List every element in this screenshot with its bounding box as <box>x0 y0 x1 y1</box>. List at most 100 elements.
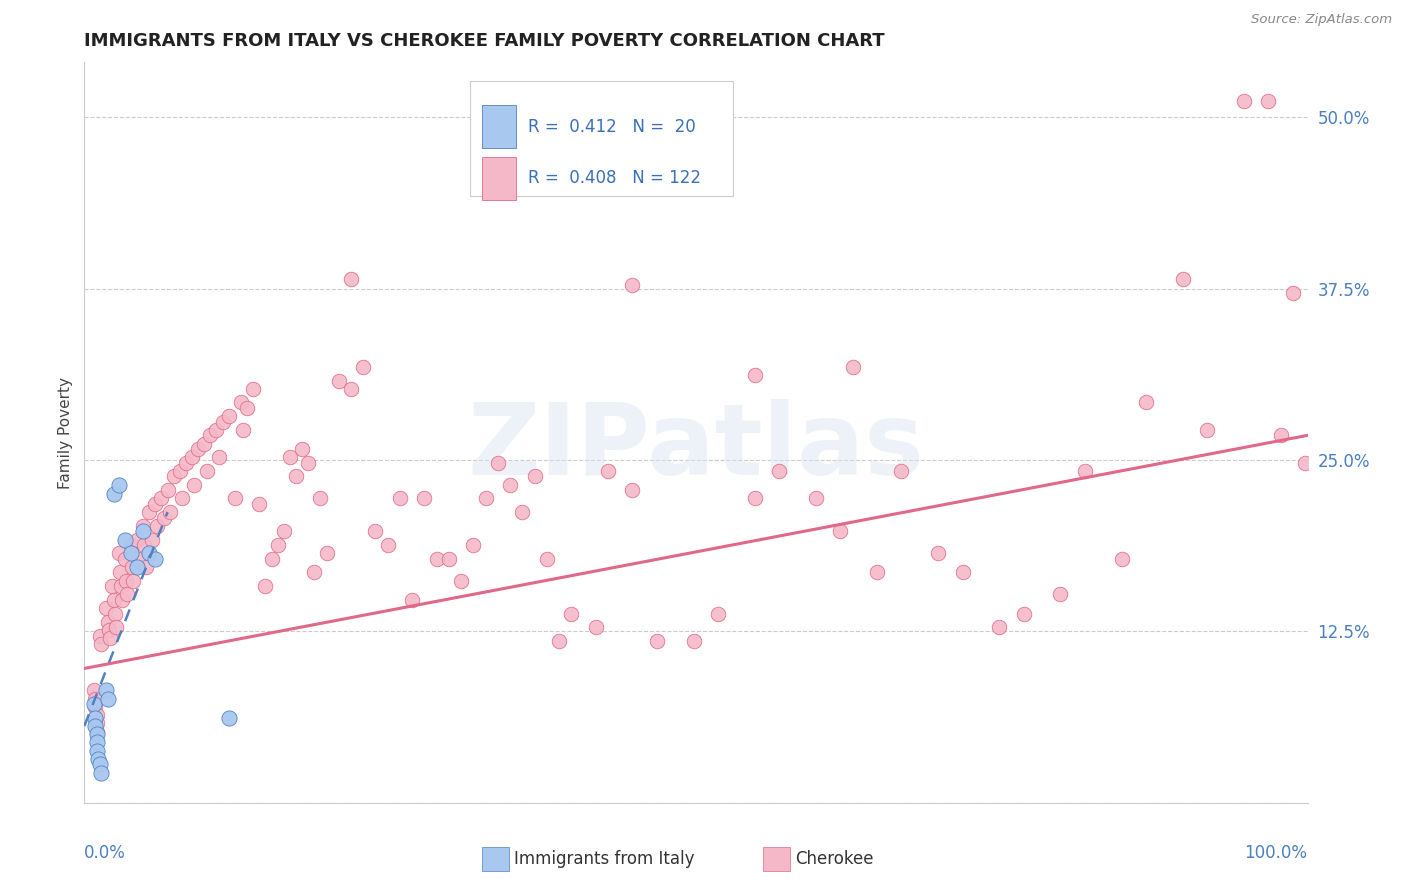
Point <box>364 524 387 539</box>
Point <box>242 382 264 396</box>
Point <box>132 519 155 533</box>
Point <box>744 368 766 382</box>
Text: Cherokee: Cherokee <box>794 850 873 868</box>
Text: ZIPatlas: ZIPatlas <box>468 399 924 496</box>
Point <box>988 620 1011 634</box>
Point <box>183 477 205 491</box>
Bar <box>470 81 733 195</box>
Point <box>86 744 108 758</box>
Point <box>205 423 228 437</box>
Point <box>247 497 270 511</box>
Bar <box>482 157 516 200</box>
Point <box>830 524 852 539</box>
Point <box>486 456 509 470</box>
Point <box>510 505 533 519</box>
Point <box>125 560 148 574</box>
Point <box>125 533 148 547</box>
Point <box>340 382 363 396</box>
Point <box>254 579 277 593</box>
Point <box>804 491 827 506</box>
Point <box>273 524 295 539</box>
Point <box>1074 464 1097 478</box>
Point <box>90 637 112 651</box>
Point <box>596 464 619 478</box>
Point <box>108 566 131 580</box>
Point <box>187 442 209 456</box>
Point <box>101 579 124 593</box>
Point <box>682 634 704 648</box>
Point <box>1282 285 1305 300</box>
Point <box>97 691 120 706</box>
Point <box>114 533 136 547</box>
Point <box>115 587 138 601</box>
Point <box>122 574 145 588</box>
Point <box>1257 94 1279 108</box>
Y-axis label: Family Poverty: Family Poverty <box>58 376 73 489</box>
Point <box>377 538 399 552</box>
Point <box>218 711 240 725</box>
Point <box>193 436 215 450</box>
Point <box>401 593 423 607</box>
Point <box>163 469 186 483</box>
Point <box>285 469 308 483</box>
Point <box>84 711 107 725</box>
Text: R =  0.408   N = 122: R = 0.408 N = 122 <box>529 169 702 187</box>
Point <box>297 456 319 470</box>
Point <box>134 538 156 552</box>
Point <box>169 464 191 478</box>
Point <box>744 491 766 506</box>
Text: 0.0%: 0.0% <box>84 844 127 862</box>
Point <box>866 566 889 580</box>
Point <box>86 724 108 739</box>
Point <box>172 491 194 506</box>
Point <box>707 607 730 621</box>
Text: Source: ZipAtlas.com: Source: ZipAtlas.com <box>1251 13 1392 27</box>
Point <box>328 374 350 388</box>
Point <box>841 359 863 374</box>
Point <box>115 574 138 588</box>
Point <box>952 566 974 580</box>
Point <box>97 615 120 629</box>
Point <box>135 560 157 574</box>
Point <box>98 632 121 646</box>
Point <box>200 428 222 442</box>
Point <box>121 560 143 574</box>
Point <box>145 519 167 533</box>
Point <box>450 574 472 588</box>
Point <box>105 620 128 634</box>
Point <box>181 450 204 465</box>
Point <box>89 757 111 772</box>
Point <box>224 491 246 506</box>
Point <box>143 497 166 511</box>
Point <box>103 593 125 607</box>
Point <box>890 464 912 478</box>
Point <box>110 579 132 593</box>
Point <box>159 505 181 519</box>
Point <box>621 277 644 292</box>
Point <box>260 551 283 566</box>
Point <box>87 752 110 766</box>
Point <box>236 401 259 415</box>
Point <box>103 487 125 501</box>
Point <box>229 395 252 409</box>
Point <box>426 551 449 566</box>
Point <box>927 546 949 560</box>
Point <box>120 538 142 552</box>
Point <box>120 546 142 560</box>
Point <box>138 505 160 519</box>
Point <box>340 272 363 286</box>
Point <box>86 727 108 741</box>
Point <box>278 450 301 465</box>
Point <box>83 697 105 711</box>
Point <box>211 415 233 429</box>
Point <box>89 628 111 642</box>
Point <box>352 359 374 374</box>
Point <box>107 477 129 491</box>
Point <box>141 533 163 547</box>
Bar <box>482 847 509 871</box>
Point <box>90 765 112 780</box>
Point <box>266 538 288 552</box>
Point <box>97 623 120 637</box>
Text: IMMIGRANTS FROM ITALY VS CHEROKEE FAMILY POVERTY CORRELATION CHART: IMMIGRANTS FROM ITALY VS CHEROKEE FAMILY… <box>84 32 884 50</box>
Point <box>309 491 332 506</box>
